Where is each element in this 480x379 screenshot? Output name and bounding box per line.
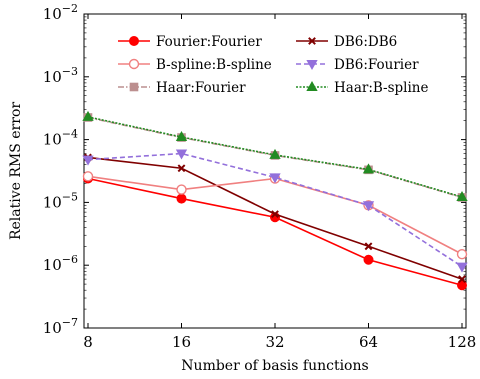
legend-item-5: Haar:B-spline: [296, 80, 429, 96]
data-point: [458, 275, 466, 284]
y-tick-label: 10−4: [43, 128, 78, 149]
data-point: [175, 130, 188, 142]
x-tick-label: 32: [265, 333, 284, 351]
data-point: [271, 210, 279, 219]
series-3: [82, 149, 468, 273]
data-point: [176, 184, 187, 195]
legend-item-3: DB6:Fourier: [296, 57, 419, 73]
series-line: [87, 152, 463, 268]
legend-label: Haar:Fourier: [156, 80, 246, 96]
legend-item-0: Fourier:Fourier: [118, 34, 262, 50]
legend-label: B-spline:B-spline: [156, 57, 272, 73]
y-tick-label: 10−3: [43, 65, 78, 86]
x-tick-label: 16: [172, 333, 191, 351]
legend-marker: [128, 58, 140, 70]
legend-marker: [129, 36, 139, 46]
data-point: [362, 163, 375, 174]
y-tick-label: 10−2: [43, 2, 78, 23]
legend-item-4: Haar:Fourier: [118, 80, 246, 96]
data-point: [269, 173, 281, 184]
legend-item-1: DB6:DB6: [296, 34, 397, 50]
legend-label: DB6:Fourier: [334, 57, 419, 73]
data-point: [456, 262, 468, 273]
x-axis-title: Number of basis functions: [181, 358, 368, 374]
data-point: [82, 110, 94, 121]
legend-marker: [129, 82, 139, 92]
legend-label: Haar:B-spline: [334, 80, 429, 96]
legend-marker: [306, 60, 318, 71]
legend-marker: [306, 80, 318, 91]
data-point: [82, 171, 94, 182]
x-tick-label: 128: [448, 333, 477, 351]
data-point: [457, 280, 467, 291]
y-tick-label: 10−5: [43, 190, 78, 211]
series-layer: [82, 110, 468, 291]
legend-label: Fourier:Fourier: [156, 34, 262, 50]
ticks: 8 16 32 64 128 10−7 10−6 10−5 10−4 10−3 10−2: [43, 2, 477, 351]
y-tick-label: 10−7: [43, 316, 78, 337]
data-point: [362, 201, 375, 212]
legend-label: DB6:DB6: [334, 34, 397, 50]
data-point: [175, 149, 188, 160]
y-axis-title: Relative RMS error: [8, 102, 24, 240]
y-tick-label: 10−6: [43, 253, 78, 274]
data-point: [363, 254, 374, 265]
legend-item-2: B-spline:B-spline: [118, 57, 272, 73]
legend: Fourier:Fourier DB6:DB6 B-spline:B-spline D…: [118, 34, 429, 96]
data-point: [82, 155, 94, 166]
data-point: [456, 248, 468, 260]
legend-marker: [308, 37, 316, 45]
series-line: [87, 177, 463, 286]
x-tick-label: 8: [83, 333, 93, 351]
data-point: [456, 190, 468, 201]
data-point: [177, 164, 186, 173]
series-5: [82, 110, 468, 201]
data-point: [364, 242, 373, 251]
data-point: [269, 148, 281, 159]
x-tick-label: 64: [359, 333, 378, 351]
data-point: [176, 193, 187, 204]
